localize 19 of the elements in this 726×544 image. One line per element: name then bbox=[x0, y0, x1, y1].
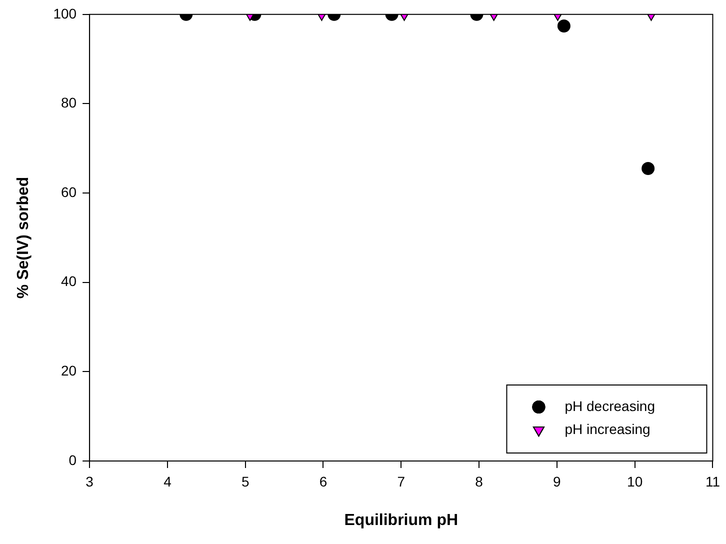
x-tick-label: 10 bbox=[627, 473, 643, 490]
y-tick-label: 100 bbox=[53, 5, 77, 22]
x-tick-label: 8 bbox=[475, 473, 484, 490]
x-tick-label: 3 bbox=[86, 473, 94, 490]
y-tick-label: 0 bbox=[68, 452, 77, 468]
x-tick-label: 11 bbox=[705, 473, 720, 490]
y-tick-label: 60 bbox=[60, 184, 77, 200]
y-axis-title: % Se(IV) sorbed bbox=[15, 176, 32, 299]
x-tick-label: 5 bbox=[241, 473, 250, 490]
x-tick-label: 4 bbox=[164, 473, 172, 490]
legend-label: pH decreasing bbox=[564, 398, 656, 414]
y-tick-label: 40 bbox=[60, 273, 77, 290]
y-tick-label: 20 bbox=[60, 362, 77, 379]
legend-label: pH increasing bbox=[564, 420, 650, 437]
x-tick-label: 6 bbox=[319, 473, 328, 490]
y-tick-label: 80 bbox=[60, 94, 77, 111]
x-tick-label: 7 bbox=[397, 473, 406, 490]
x-tick-label: 9 bbox=[553, 473, 562, 490]
x-axis-title: Equilibrium pH bbox=[344, 512, 458, 529]
